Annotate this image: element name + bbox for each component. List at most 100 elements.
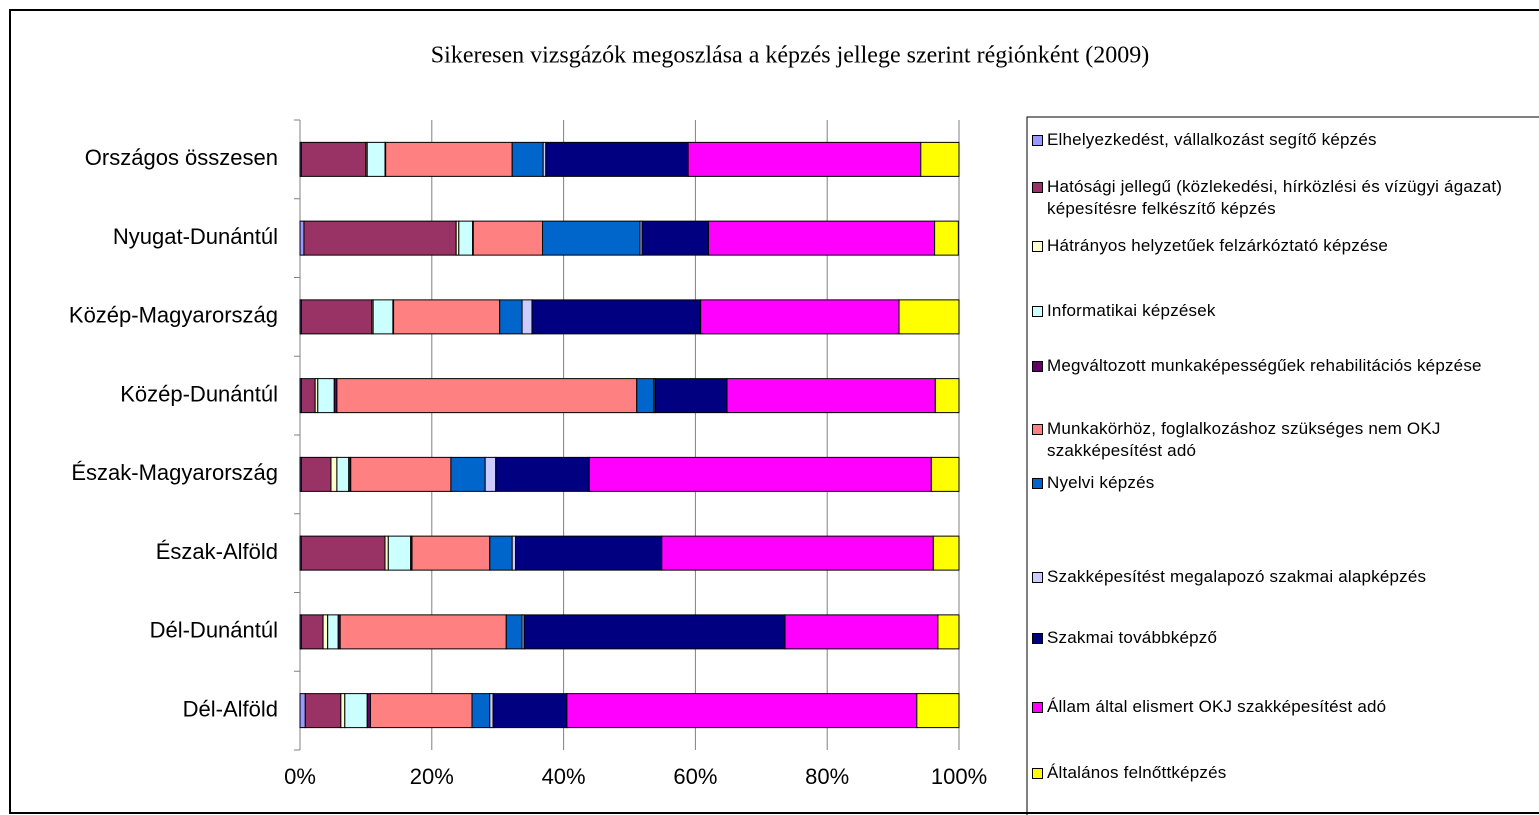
bar-segment bbox=[937, 614, 960, 650]
bar-segment bbox=[458, 220, 474, 256]
bar-segment bbox=[641, 220, 710, 256]
bar-segment bbox=[514, 535, 663, 571]
bar-segment bbox=[726, 378, 936, 414]
bar-segment bbox=[523, 614, 786, 650]
bar-segment bbox=[511, 141, 544, 177]
legend-swatch bbox=[1032, 361, 1043, 372]
legend-label: Elhelyezkedést, vállalkozást segítő képz… bbox=[1047, 130, 1377, 149]
bar-segment bbox=[336, 456, 350, 492]
legend-swatch bbox=[1032, 306, 1043, 317]
bar-segment bbox=[299, 693, 306, 729]
bar-segment bbox=[372, 299, 394, 335]
legend-label: Hátrányos helyzetűek felzárkóztató képzé… bbox=[1047, 236, 1389, 255]
bar-segment bbox=[708, 220, 936, 256]
bar-segment bbox=[327, 614, 339, 650]
bar-segment bbox=[450, 456, 486, 492]
y-tick-label: Közép-Magyarország bbox=[69, 303, 278, 328]
y-tick-label: Nyugat-Dunántúl bbox=[113, 224, 278, 249]
bar-segment bbox=[299, 220, 305, 256]
bar-segment bbox=[898, 299, 960, 335]
bar-segment bbox=[505, 614, 523, 650]
bar-segment bbox=[588, 456, 932, 492]
bar-segment bbox=[411, 535, 491, 571]
y-tick-label: Országos összesen bbox=[85, 145, 278, 170]
legend-box bbox=[1026, 116, 1539, 815]
bar-segment bbox=[366, 141, 386, 177]
bar-segment bbox=[661, 535, 934, 571]
x-tick-label: 80% bbox=[805, 764, 849, 789]
bar-segment bbox=[654, 378, 728, 414]
legend-swatch bbox=[1032, 135, 1043, 146]
x-tick-label: 20% bbox=[410, 764, 454, 789]
legend-label: Általános felnőttképzés bbox=[1047, 763, 1227, 782]
legend-label: Munkakörhöz, foglalkozáshoz szükséges ne… bbox=[1047, 419, 1441, 460]
bar-segment bbox=[932, 535, 960, 571]
legend-label: Hatósági jellegű (közlekedési, hírközlés… bbox=[1047, 177, 1503, 218]
legend-label: Informatikai képzések bbox=[1047, 301, 1216, 320]
x-tick-label: 40% bbox=[542, 764, 586, 789]
bar-segment bbox=[300, 456, 332, 492]
bar-segment bbox=[930, 456, 960, 492]
frame bbox=[9, 9, 1539, 814]
bar-segment bbox=[471, 693, 491, 729]
legend-label: Szakmai továbbképző bbox=[1047, 628, 1218, 647]
legend-swatch bbox=[1032, 702, 1043, 713]
bar-segment bbox=[304, 693, 342, 729]
legend-swatch bbox=[1032, 633, 1043, 644]
bar-segment bbox=[934, 378, 960, 414]
bar-segment bbox=[499, 299, 523, 335]
legend-swatch bbox=[1032, 424, 1043, 435]
legend-swatch bbox=[1032, 768, 1043, 779]
bar-segment bbox=[303, 220, 457, 256]
bar-segment bbox=[489, 535, 513, 571]
legend-swatch bbox=[1032, 182, 1043, 193]
bar-segment bbox=[300, 299, 373, 335]
bar-segment bbox=[322, 614, 329, 650]
legend-swatch bbox=[1032, 241, 1043, 252]
legend-label: Megváltozott munkaképességűek rehabilitá… bbox=[1047, 356, 1482, 375]
bar-segment bbox=[566, 693, 918, 729]
bar-segment bbox=[472, 220, 544, 256]
bar-segment bbox=[531, 299, 702, 335]
bar-segment bbox=[393, 299, 501, 335]
x-tick-label: 0% bbox=[284, 764, 316, 789]
y-tick-label: Észak-Alföld bbox=[156, 539, 278, 564]
bar-segment bbox=[784, 614, 939, 650]
bar-segment bbox=[916, 693, 960, 729]
bar-segment bbox=[492, 693, 568, 729]
bar-segment bbox=[300, 535, 386, 571]
bar-segment bbox=[317, 378, 335, 414]
bar-segment bbox=[339, 614, 507, 650]
bar-segment bbox=[350, 456, 452, 492]
y-tick-label: Dél-Dunántúl bbox=[150, 618, 278, 643]
x-tick-label: 60% bbox=[673, 764, 717, 789]
bar-segment bbox=[344, 693, 368, 729]
bar-segment bbox=[336, 378, 638, 414]
bar-segment bbox=[300, 378, 316, 414]
bar-segment bbox=[330, 456, 338, 492]
bar-segment bbox=[495, 456, 590, 492]
legend-swatch bbox=[1032, 478, 1043, 489]
x-tick-label: 100% bbox=[931, 764, 987, 789]
bar-segment bbox=[387, 535, 412, 571]
bar-segment bbox=[687, 141, 922, 177]
bar-segment bbox=[300, 614, 324, 650]
bar-segment bbox=[542, 220, 641, 256]
legend-swatch bbox=[1032, 572, 1043, 583]
bar-segment bbox=[385, 141, 513, 177]
legend-label: Szakképesítést megalapozó szakmai alapké… bbox=[1047, 567, 1427, 586]
legend-label: Állam által elismert OKJ szakképesítést … bbox=[1047, 697, 1387, 716]
bar-segment bbox=[700, 299, 900, 335]
bar-segment bbox=[521, 299, 533, 335]
chart-title: Sikeresen vizsgázók megoszlása a képzés … bbox=[431, 43, 1149, 69]
y-tick-label: Észak-Magyarország bbox=[71, 460, 278, 485]
bar-segment bbox=[920, 141, 960, 177]
bar-segment bbox=[370, 693, 473, 729]
bar-segment bbox=[300, 141, 367, 177]
bar-segment bbox=[636, 378, 655, 414]
legend-label: Nyelvi képzés bbox=[1047, 473, 1155, 492]
y-tick-label: Dél-Alföld bbox=[183, 696, 278, 721]
bar-segment bbox=[545, 141, 689, 177]
